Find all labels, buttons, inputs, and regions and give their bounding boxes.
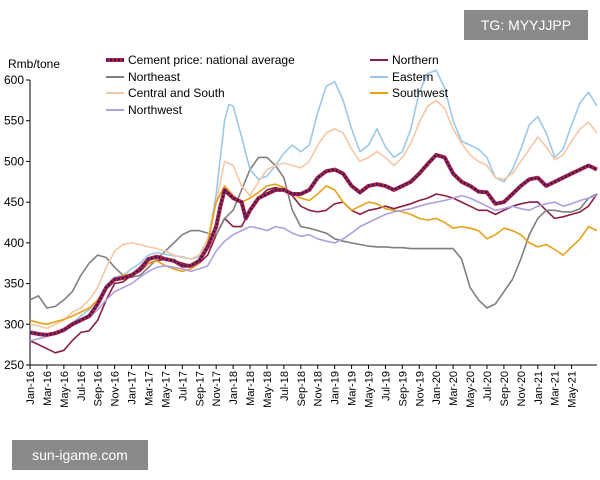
x-tick-label: Mar-19 <box>347 371 359 406</box>
x-tick-label: Jan-16 <box>25 371 37 405</box>
y-tick-label: 600 <box>4 73 24 87</box>
x-tick-label: May-19 <box>364 371 376 408</box>
series-eastern-line <box>29 69 598 336</box>
legend-southwest-label: Southwest <box>392 86 449 100</box>
x-tick-label: Jul-20 <box>482 371 494 401</box>
x-tick-label: Sep-17 <box>194 371 206 406</box>
y-tick-label: 450 <box>4 195 24 209</box>
legend-northeast-label: Northeast <box>128 70 181 84</box>
x-tick-label: Sep-16 <box>93 371 105 406</box>
watermark-bottom: sun-igame.com <box>12 440 148 470</box>
x-tick-label: Jan-21 <box>533 371 545 405</box>
y-tick-label: 250 <box>4 358 24 372</box>
legend-central-and-south-label: Central and South <box>128 86 225 100</box>
series-central-and-south-line <box>29 99 598 330</box>
y-axis-title: Rmb/tone <box>8 57 60 71</box>
x-tick-label: May-20 <box>465 371 477 408</box>
x-tick-label: Nov-20 <box>516 371 528 406</box>
x-tick-label: Sep-18 <box>296 371 308 406</box>
x-tick-label: Mar-16 <box>42 371 54 406</box>
series-southwest-line <box>29 183 598 326</box>
series-northeast-line <box>29 156 598 309</box>
x-tick-label: Jul-18 <box>279 371 291 401</box>
y-tick-label: 400 <box>4 236 24 250</box>
x-tick-label: Jan-20 <box>431 371 443 405</box>
y-tick-label: 500 <box>4 154 24 168</box>
legend-northern-label: Northern <box>392 53 439 67</box>
x-tick-label: Sep-19 <box>397 371 409 406</box>
watermark-top: TG: MYYJJPP <box>464 10 588 40</box>
x-tick-label: Mar-20 <box>448 371 460 406</box>
legend: Cement price: national average Northern No… <box>106 53 449 117</box>
x-tick-label: Mar-17 <box>143 371 155 406</box>
x-tick-label: May-18 <box>262 371 274 408</box>
x-tick-label: Jul-19 <box>380 371 392 401</box>
x-tick-label: May-21 <box>567 371 579 408</box>
x-tick-label: Nov-16 <box>110 371 122 406</box>
x-tick-label: Mar-21 <box>550 371 562 406</box>
x-tick-label: Jan-19 <box>330 371 342 405</box>
x-tick-label: Jul-17 <box>177 371 189 401</box>
series-northwest-line <box>29 194 598 342</box>
legend-northwest-label: Northwest <box>128 103 183 117</box>
x-tick-label: Sep-20 <box>499 371 511 406</box>
y-tick-label: 300 <box>4 317 24 331</box>
y-tick-label: 550 <box>4 114 24 128</box>
x-tick-label: May-17 <box>160 371 172 408</box>
x-axis-ticks: Jan-16 Mar-16 May-16 Jul-16 Sep-16 Nov-16 Jan-… <box>25 365 579 408</box>
legend-cement-price-national-average-label: Cement price: national average <box>128 53 295 67</box>
x-tick-label: Nov-17 <box>211 371 223 406</box>
series-lines <box>29 69 598 354</box>
x-tick-label: May-16 <box>59 371 71 408</box>
legend-eastern-label: Eastern <box>392 70 433 84</box>
series-northern-line <box>29 186 598 354</box>
y-tick-label: 350 <box>4 277 24 291</box>
x-tick-label: Jul-16 <box>76 371 88 401</box>
x-tick-label: Nov-19 <box>414 371 426 406</box>
y-axis-ticks: 250 300 350 400 450 500 550 600 <box>4 73 30 372</box>
x-tick-label: Nov-18 <box>313 371 325 406</box>
x-tick-label: Jan-18 <box>228 371 240 405</box>
x-tick-label: Jan-17 <box>127 371 139 405</box>
x-tick-label: Mar-18 <box>245 371 257 406</box>
series-cement-price-national-average-line <box>29 153 598 337</box>
